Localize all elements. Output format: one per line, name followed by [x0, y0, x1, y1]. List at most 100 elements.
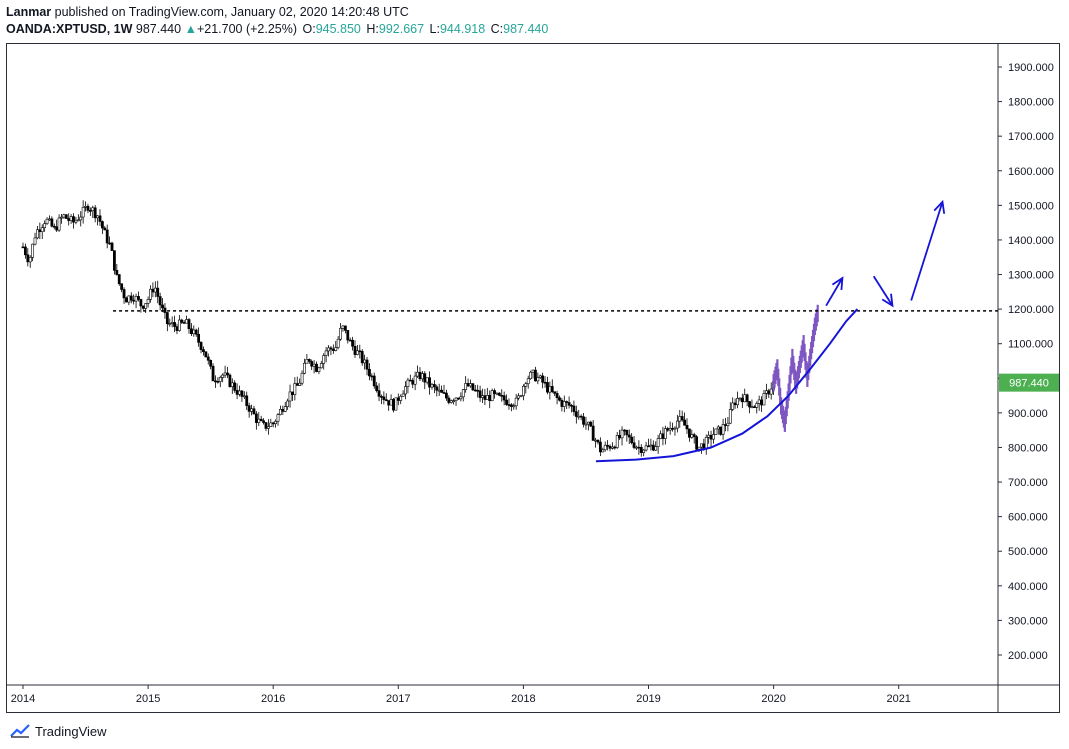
candle-body — [601, 449, 605, 453]
candle-body — [180, 319, 184, 323]
candle-body — [481, 395, 484, 398]
tradingview-brand[interactable]: TradingView — [35, 723, 107, 739]
candle-body — [738, 397, 742, 400]
projection-arrow-shaft[interactable] — [910, 201, 944, 301]
candle-body — [76, 219, 80, 222]
candle-body — [103, 227, 107, 231]
support-curve[interactable] — [595, 308, 859, 463]
publisher-line: Lanmar published on TradingView.com, Jan… — [6, 4, 548, 21]
candle-body — [98, 215, 102, 222]
chart-frame[interactable] — [6, 43, 1060, 713]
candle-body — [303, 362, 306, 374]
candle-body — [721, 424, 725, 435]
candle-body — [683, 419, 686, 426]
candle-body — [202, 349, 205, 352]
candle-body — [291, 391, 294, 395]
candle-body — [656, 438, 660, 447]
candle-body — [507, 404, 511, 406]
candle-body — [214, 380, 217, 383]
candle-body — [613, 446, 617, 449]
y-tick-label: 600.000 — [1008, 512, 1048, 524]
candle-body — [437, 389, 441, 392]
candle-body — [651, 444, 655, 451]
x-tick-label: 2014 — [11, 693, 35, 705]
candle-body — [716, 426, 720, 430]
y-tick-label: 300.000 — [1008, 615, 1048, 627]
candle-body — [206, 356, 210, 361]
candle-body — [305, 359, 309, 364]
candle-body — [26, 254, 30, 263]
arrow-head-icon — [933, 199, 946, 214]
candle-body — [700, 443, 703, 448]
candle-body — [485, 395, 489, 400]
footer: TradingView — [10, 720, 107, 742]
candle-body — [96, 215, 99, 219]
publisher-text: published on TradingView.com, January 02… — [51, 5, 409, 19]
candle-body — [663, 428, 667, 439]
candle-body — [279, 409, 282, 415]
candle-body — [317, 367, 321, 372]
candle-body — [560, 399, 564, 407]
candle-body — [281, 409, 285, 412]
candle-body — [625, 429, 629, 436]
high-value: 992.667 — [378, 22, 425, 36]
tradingview-logo-icon[interactable] — [10, 724, 30, 738]
y-tick-label: 1600.000 — [1008, 166, 1054, 178]
candle-body — [247, 405, 251, 412]
candle-body — [396, 397, 400, 401]
candle-body — [697, 446, 701, 450]
projection-arrow-shaft[interactable] — [872, 275, 894, 307]
candle-body — [36, 229, 39, 239]
candle-body — [541, 375, 545, 383]
candle-body — [368, 368, 371, 377]
candle-body — [74, 219, 78, 223]
candle-body — [64, 214, 68, 219]
candle-body — [594, 439, 597, 442]
last-price-label: 987.440 — [1009, 378, 1049, 390]
close-value: 987.440 — [503, 22, 549, 36]
candle-body — [577, 415, 581, 418]
candle-body — [767, 390, 771, 395]
candle-body — [531, 369, 535, 373]
candle-body — [190, 328, 193, 335]
candle-body — [512, 405, 516, 408]
candle-body — [182, 322, 186, 324]
candle-body — [353, 345, 357, 355]
candle-body — [502, 395, 506, 401]
candle-body — [644, 445, 648, 451]
candle-body — [360, 351, 364, 364]
candle-body — [86, 205, 90, 211]
author-name[interactable]: Lanmar — [6, 5, 52, 19]
candle-body — [493, 390, 496, 394]
candle-body — [197, 333, 201, 343]
candle-body — [728, 409, 732, 424]
candle-body — [495, 392, 499, 395]
candle-body — [21, 246, 25, 249]
candle-body — [416, 371, 419, 377]
candle-body — [596, 439, 600, 443]
candle-body — [233, 382, 237, 391]
candle-body — [769, 388, 773, 395]
candle-body — [192, 329, 196, 335]
candle-body — [666, 428, 670, 431]
candle-body — [471, 383, 475, 391]
projection-arrow-shaft[interactable] — [825, 277, 844, 307]
candle-body — [312, 363, 316, 367]
candle-body — [755, 403, 759, 408]
x-tick-label: 2015 — [136, 693, 160, 705]
candle-body — [680, 416, 684, 421]
symbol-label[interactable]: OANDA:XPTUSD, 1W — [6, 22, 133, 36]
candle-body — [399, 395, 403, 401]
candle-body — [310, 361, 314, 367]
candle-body — [731, 402, 735, 410]
candle-body — [639, 447, 643, 453]
candle-body — [685, 424, 689, 430]
candle-body — [372, 375, 376, 387]
candle-body — [387, 400, 391, 406]
y-tick-label: 1700.000 — [1008, 131, 1054, 143]
candle-body — [52, 225, 56, 228]
low-value: 944.918 — [439, 22, 486, 36]
open-value: 945.850 — [315, 22, 361, 36]
candle-body — [574, 411, 578, 417]
